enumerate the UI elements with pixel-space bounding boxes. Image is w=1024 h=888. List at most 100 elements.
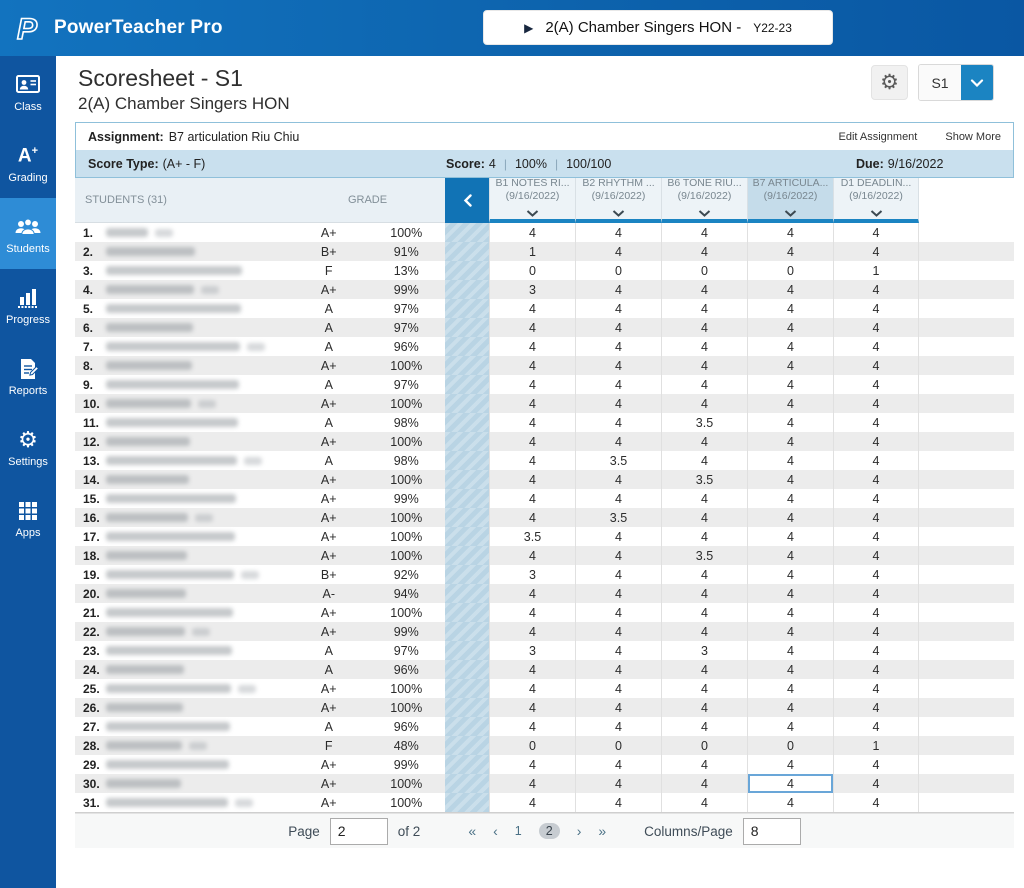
show-more-link[interactable]: Show More: [945, 130, 1001, 143]
score-cell[interactable]: 4: [489, 375, 575, 394]
score-cell[interactable]: 4: [661, 223, 747, 242]
score-cell[interactable]: 4: [833, 793, 919, 812]
score-cell[interactable]: 4: [833, 603, 919, 622]
score-cell[interactable]: 0: [661, 261, 747, 280]
score-cell[interactable]: 3: [489, 641, 575, 660]
score-cell[interactable]: 4: [747, 451, 833, 470]
term-selector[interactable]: S1: [918, 64, 994, 101]
score-cell[interactable]: 4: [833, 280, 919, 299]
score-cell[interactable]: 3.5: [575, 451, 661, 470]
score-cell[interactable]: 4: [575, 679, 661, 698]
grade-cell[interactable]: A+ 99%: [290, 622, 445, 641]
sidebar-item-grading[interactable]: A+ Grading: [0, 127, 56, 198]
score-cell[interactable]: 4: [833, 470, 919, 489]
student-cell[interactable]: 13.: [75, 451, 290, 470]
score-cell[interactable]: 4: [833, 774, 919, 793]
student-cell[interactable]: 18.: [75, 546, 290, 565]
student-cell[interactable]: 28.: [75, 736, 290, 755]
grade-cell[interactable]: A+ 100%: [290, 546, 445, 565]
score-cell[interactable]: 4: [575, 793, 661, 812]
score-cell[interactable]: 4: [747, 793, 833, 812]
score-cell[interactable]: 4: [661, 394, 747, 413]
score-cell[interactable]: 4: [575, 660, 661, 679]
score-cell[interactable]: 0: [661, 736, 747, 755]
grade-cell[interactable]: A+ 100%: [290, 508, 445, 527]
score-cell[interactable]: 4: [661, 660, 747, 679]
grade-cell[interactable]: A 96%: [290, 660, 445, 679]
score-cell[interactable]: 4: [661, 280, 747, 299]
score-cell[interactable]: 4: [833, 679, 919, 698]
score-cell[interactable]: 4: [661, 527, 747, 546]
score-cell[interactable]: 3: [661, 641, 747, 660]
grade-cell[interactable]: A- 94%: [290, 584, 445, 603]
score-cell[interactable]: 4: [489, 793, 575, 812]
student-cell[interactable]: 31.: [75, 793, 290, 812]
score-cell[interactable]: 4: [575, 622, 661, 641]
score-cell[interactable]: 4: [747, 660, 833, 679]
score-cell[interactable]: 4: [575, 565, 661, 584]
student-cell[interactable]: 29.: [75, 755, 290, 774]
score-cell[interactable]: 4: [661, 432, 747, 451]
chevron-down-icon[interactable]: [698, 204, 711, 222]
score-cell[interactable]: 4: [489, 356, 575, 375]
grade-cell[interactable]: F 13%: [290, 261, 445, 280]
sidebar-item-apps[interactable]: Apps: [0, 482, 56, 553]
student-cell[interactable]: 25.: [75, 679, 290, 698]
score-cell[interactable]: 4: [747, 622, 833, 641]
score-cell[interactable]: 4: [575, 603, 661, 622]
score-cell[interactable]: 4: [833, 223, 919, 242]
score-cell[interactable]: 4: [747, 584, 833, 603]
score-cell[interactable]: 0: [489, 736, 575, 755]
previous-page-button[interactable]: ‹: [493, 823, 498, 839]
score-cell[interactable]: 3.5: [575, 508, 661, 527]
student-cell[interactable]: 11.: [75, 413, 290, 432]
page-number-2-current[interactable]: 2: [538, 823, 560, 839]
grade-cell[interactable]: A 96%: [290, 337, 445, 356]
grade-cell[interactable]: A+ 100%: [290, 394, 445, 413]
score-cell[interactable]: 3.5: [661, 470, 747, 489]
grade-cell[interactable]: A+ 100%: [290, 679, 445, 698]
score-cell[interactable]: 4: [489, 603, 575, 622]
grade-cell[interactable]: A 97%: [290, 375, 445, 394]
student-cell[interactable]: 9.: [75, 375, 290, 394]
score-cell[interactable]: 4: [833, 527, 919, 546]
score-cell[interactable]: 4: [661, 584, 747, 603]
score-cell[interactable]: 4: [575, 698, 661, 717]
score-cell[interactable]: 4: [489, 698, 575, 717]
score-cell[interactable]: 4: [747, 641, 833, 660]
grade-cell[interactable]: A 97%: [290, 299, 445, 318]
chevron-down-icon[interactable]: [612, 204, 625, 222]
grade-cell[interactable]: A 97%: [290, 318, 445, 337]
grade-cell[interactable]: A+ 100%: [290, 603, 445, 622]
grade-cell[interactable]: A+ 100%: [290, 470, 445, 489]
student-cell[interactable]: 15.: [75, 489, 290, 508]
score-cell[interactable]: 4: [661, 622, 747, 641]
score-cell[interactable]: 4: [575, 546, 661, 565]
score-cell[interactable]: 4: [489, 451, 575, 470]
score-cell[interactable]: 4: [747, 527, 833, 546]
chevron-down-icon[interactable]: [870, 204, 883, 222]
sidebar-item-reports[interactable]: Reports: [0, 340, 56, 411]
score-cell[interactable]: 3: [489, 565, 575, 584]
score-cell[interactable]: 4: [747, 565, 833, 584]
score-cell[interactable]: 4: [575, 774, 661, 793]
score-cell[interactable]: 4: [747, 318, 833, 337]
score-cell[interactable]: 4: [747, 394, 833, 413]
student-cell[interactable]: 20.: [75, 584, 290, 603]
student-cell[interactable]: 24.: [75, 660, 290, 679]
score-cell[interactable]: 4: [661, 356, 747, 375]
class-selector-button[interactable]: ▶ 2(A) Chamber Singers HON - Y22-23: [483, 10, 833, 45]
score-cell[interactable]: 4: [489, 299, 575, 318]
score-cell[interactable]: 4: [833, 356, 919, 375]
score-cell[interactable]: 4: [747, 755, 833, 774]
score-cell[interactable]: 3.5: [661, 413, 747, 432]
score-cell[interactable]: 4: [833, 622, 919, 641]
score-cell[interactable]: 4: [833, 755, 919, 774]
score-cell[interactable]: 4: [489, 584, 575, 603]
score-cell[interactable]: 4: [747, 717, 833, 736]
score-cell[interactable]: 4: [833, 717, 919, 736]
score-cell[interactable]: 4: [833, 698, 919, 717]
score-cell[interactable]: 4: [575, 299, 661, 318]
grade-cell[interactable]: A+ 100%: [290, 432, 445, 451]
score-cell[interactable]: 0: [489, 261, 575, 280]
